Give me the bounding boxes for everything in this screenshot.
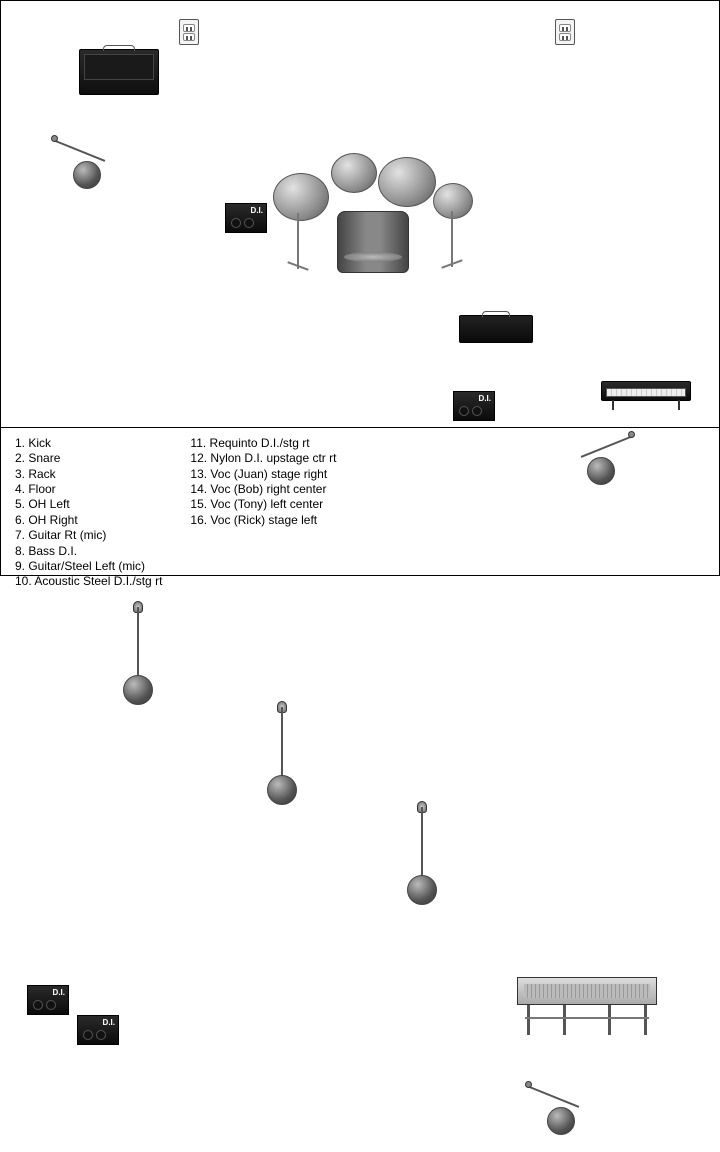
legend-item: 1. Kick xyxy=(15,436,162,451)
legend-col-2: 11. Requinto D.I./stg rt 12. Nylon D.I. … xyxy=(190,436,336,590)
di-label: D.I. xyxy=(479,394,491,403)
vocal-mic-icon xyxy=(267,701,297,801)
legend-item: 2. Snare xyxy=(15,451,162,466)
vocal-mic-icon xyxy=(123,601,153,701)
boom-mic-icon xyxy=(525,1077,595,1137)
di-label: D.I. xyxy=(103,1018,115,1027)
di-box-icon: D.I. xyxy=(453,391,495,421)
di-box-icon: D.I. xyxy=(27,985,69,1015)
legend-item: 15. Voc (Tony) left center xyxy=(190,497,336,512)
di-box-icon: D.I. xyxy=(225,203,267,233)
legend-item: 3. Rack xyxy=(15,467,162,482)
legend-item: 7. Guitar Rt (mic) xyxy=(15,528,162,543)
legend-item: 12. Nylon D.I. upstage ctr rt xyxy=(190,451,336,466)
di-label: D.I. xyxy=(53,988,65,997)
legend-item: 9. Guitar/Steel Left (mic) xyxy=(15,559,162,574)
power-outlet-icon xyxy=(179,19,199,45)
legend-item: 5. OH Left xyxy=(15,497,162,512)
keyboard-icon xyxy=(601,381,691,401)
legend-item: 16. Voc (Rick) stage left xyxy=(190,513,336,528)
di-label: D.I. xyxy=(251,206,263,215)
legend-item: 11. Requinto D.I./stg rt xyxy=(190,436,336,451)
guitar-amp-icon xyxy=(79,49,159,95)
boom-mic-icon xyxy=(51,131,121,191)
legend-col-1: 1. Kick 2. Snare 3. Rack 4. Floor 5. OH … xyxy=(15,436,162,590)
stage-plot: D.I. D.I. D.I. D.I. xyxy=(1,1,720,429)
vocal-mic-icon xyxy=(407,801,437,901)
legend-item: 10. Acoustic Steel D.I./stg rt xyxy=(15,574,162,589)
power-outlet-icon xyxy=(555,19,575,45)
steel-guitar-icon xyxy=(517,977,657,1037)
legend-item: 13. Voc (Juan) stage right xyxy=(190,467,336,482)
legend-item: 8. Bass D.I. xyxy=(15,544,162,559)
legend-item: 6. OH Right xyxy=(15,513,162,528)
input-list-legend: 1. Kick 2. Snare 3. Rack 4. Floor 5. OH … xyxy=(1,427,719,575)
legend-item: 4. Floor xyxy=(15,482,162,497)
drum-kit-icon xyxy=(273,153,473,283)
di-box-icon: D.I. xyxy=(77,1015,119,1045)
legend-item: 14. Voc (Bob) right center xyxy=(190,482,336,497)
amp-head-icon xyxy=(459,315,533,343)
